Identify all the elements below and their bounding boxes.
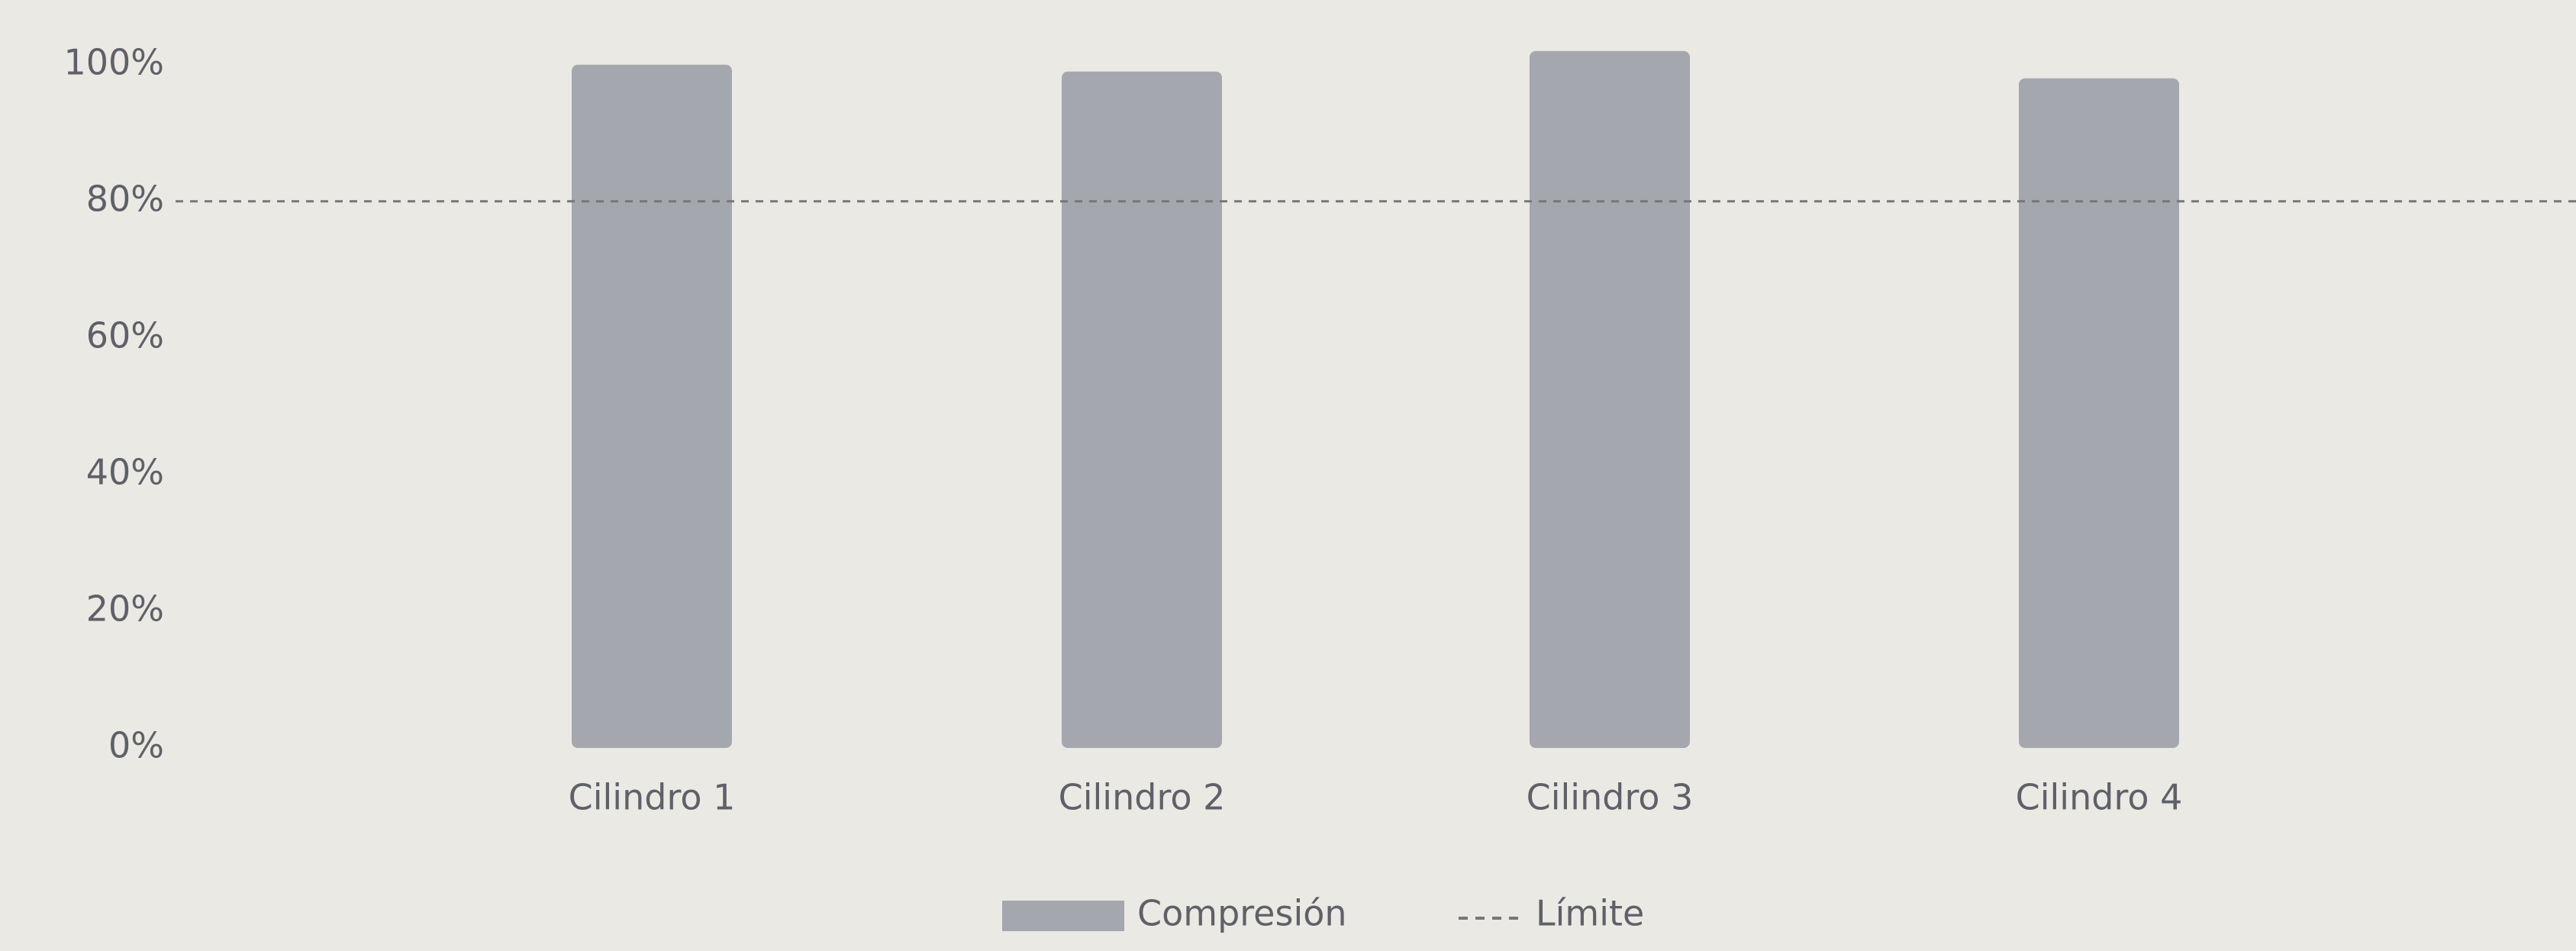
x-tick-label: Cilindro 1	[569, 777, 736, 818]
bar	[1530, 50, 1690, 749]
x-tick-label: Cilindro 2	[1059, 777, 1226, 818]
bar	[1062, 71, 1222, 748]
y-tick-label: 60%	[86, 314, 164, 356]
y-tick-label: 40%	[86, 451, 164, 492]
x-tick-label: Cilindro 3	[1527, 777, 1694, 818]
x-tick-label: Cilindro 4	[2016, 777, 2183, 818]
y-tick-label: 80%	[86, 178, 164, 219]
y-tick-label: 100%	[63, 41, 164, 82]
y-tick-label: 20%	[86, 588, 164, 629]
legend-label: Compresión	[1137, 893, 1347, 934]
bar	[572, 64, 732, 748]
y-tick-label: 0%	[108, 725, 164, 766]
legend-label: Límite	[1536, 893, 1644, 934]
legend-swatch	[1002, 901, 1124, 931]
bar	[2019, 78, 2179, 748]
